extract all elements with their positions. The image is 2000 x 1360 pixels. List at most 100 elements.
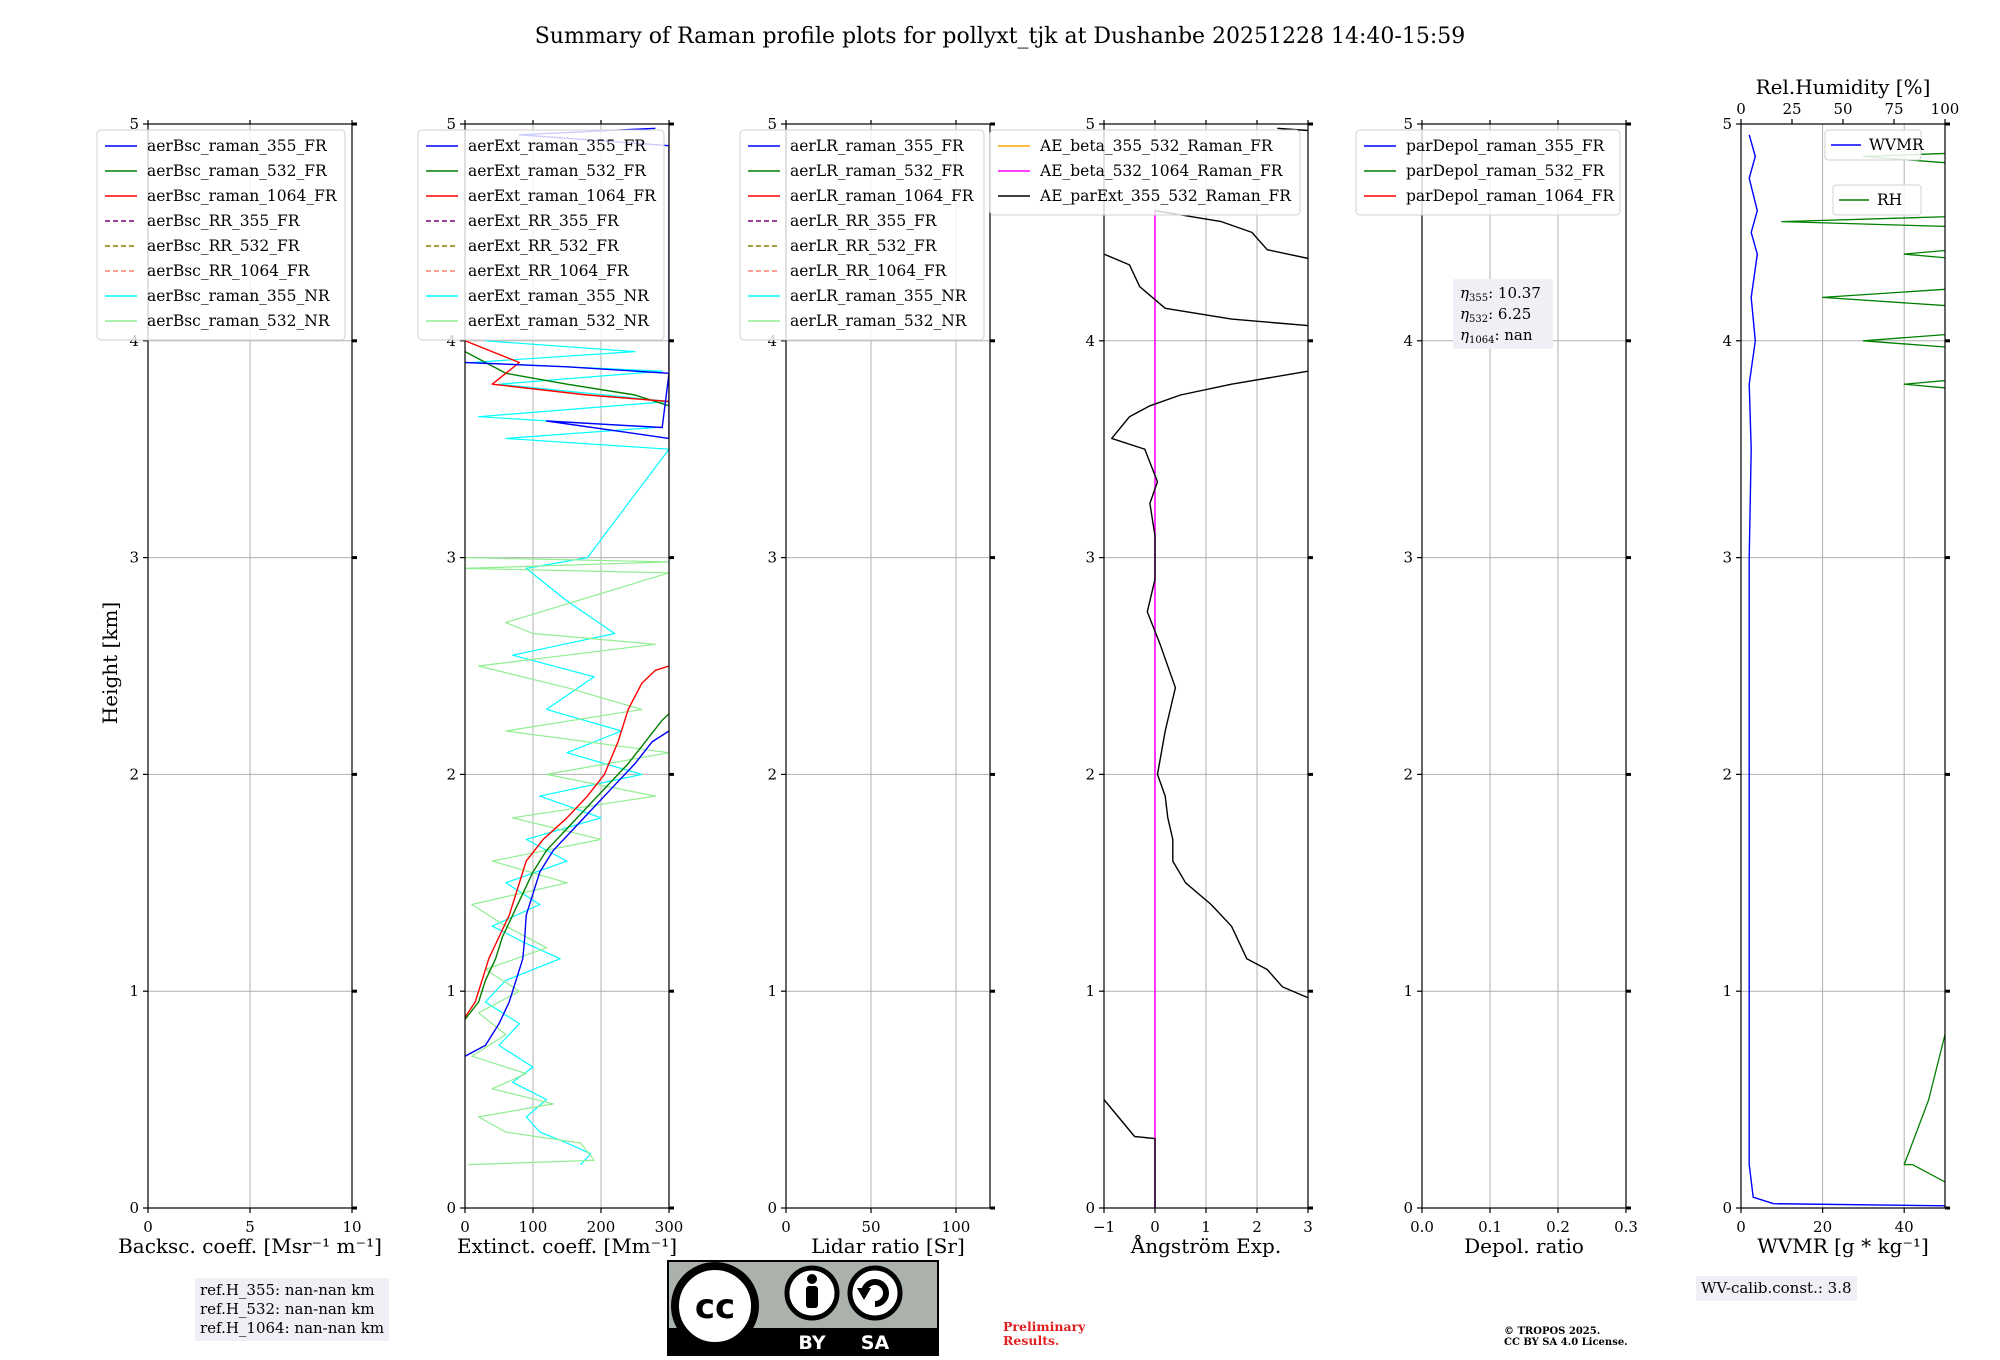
legend-label-2: aerBsc_raman_1064_FR: [147, 187, 338, 205]
y-tick-label-2: 2: [129, 765, 139, 783]
y-tick-label-0: 0: [1085, 1199, 1095, 1217]
x-tick-label-0: 0: [460, 1218, 470, 1236]
ref-height-532: ref.H_532: nan-nan km: [200, 1300, 375, 1318]
x-tick-label-2: 1: [1201, 1218, 1211, 1236]
series-group: [465, 127, 669, 1166]
series-ae-parext-355-532-raman-fr-top2: [1154, 210, 1308, 260]
top-x-tick-label-1: 25: [1782, 100, 1801, 118]
preliminary-note: Preliminary Results.: [1003, 1320, 1085, 1348]
y-tick-label-1: 1: [446, 982, 456, 1000]
x-tick-label-3: 2: [1252, 1218, 1262, 1236]
top-x-tick-label-0: 0: [1736, 100, 1746, 118]
series-ae-parext-355-532-raman-fr: [1104, 1099, 1156, 1208]
ref-heights-box: ref.H_355: nan-nan km ref.H_532: nan-nan…: [195, 1278, 390, 1341]
legend-label-1: AE_beta_532_1064_Raman_FR: [1039, 162, 1284, 180]
legend-label-0: aerBsc_raman_355_FR: [147, 137, 328, 155]
eta-symbol: η: [1460, 284, 1469, 302]
x-axis-label: WVMR [g * kg⁻¹]: [1757, 1234, 1929, 1258]
legend-box-0: [1824, 129, 1922, 161]
y-tick-label-5: 5: [129, 115, 139, 133]
by-icon-body: [806, 1286, 818, 1308]
x-axis-label: Backsc. coeff. [Msr⁻¹ m⁻¹]: [118, 1234, 382, 1258]
legend-label-6: aerBsc_raman_355_NR: [147, 287, 331, 305]
x-axis-label: Ångström Exp.: [1130, 1233, 1281, 1258]
sa-icon: [847, 1265, 903, 1321]
eta-symbol: η: [1460, 326, 1469, 344]
legend-label-5: aerBsc_RR_1064_FR: [147, 262, 311, 280]
x-tick-label-1: 100: [519, 1218, 548, 1236]
y-tick-label-4: 4: [1403, 332, 1413, 350]
series-wvmr: [1748, 134, 1945, 1207]
y-tick-label-5: 5: [767, 115, 777, 133]
series-aerext-raman-1064-fr-upper: [465, 340, 669, 403]
figure-title: Summary of Raman profile plots for polly…: [535, 24, 1466, 49]
eta-subscript: 532: [1469, 314, 1488, 325]
preliminary-line-1: Preliminary: [1003, 1319, 1086, 1334]
legend-label-2: parDepol_raman_1064_FR: [1406, 187, 1615, 205]
y-tick-label-4: 4: [1085, 332, 1095, 350]
series-ae-parext-355-532-raman-fr-mid: [1110, 370, 1308, 999]
eta-line-2: η1064: nan: [1460, 326, 1533, 346]
y-tick-label-1: 1: [1403, 982, 1413, 1000]
legend-label-1: aerBsc_raman_532_FR: [147, 162, 328, 180]
x-tick-label-3: 0.3: [1614, 1218, 1638, 1236]
top-x-tick-label-3: 75: [1884, 100, 1903, 118]
ref-height-1064: ref.H_1064: nan-nan km: [200, 1319, 385, 1337]
y-tick-label-1: 1: [129, 982, 139, 1000]
x-tick-label-0: 0.0: [1410, 1218, 1434, 1236]
y-tick-label-0: 0: [446, 1199, 456, 1217]
legend-label-6: aerExt_raman_355_NR: [468, 287, 650, 305]
legend-label-2: AE_parExt_355_532_Raman_FR: [1039, 187, 1292, 205]
axes-frame: [464, 123, 670, 1209]
legend-label-5: aerLR_RR_1064_FR: [790, 262, 948, 280]
copyright-note: © TROPOS 2025. CC BY SA 4.0 License.: [1504, 1326, 1628, 1348]
y-tick-label-5: 5: [1722, 115, 1732, 133]
x-tick-label-1: 5: [245, 1218, 255, 1236]
axes-frame: [1740, 123, 1946, 1209]
y-tick-label-1: 1: [1722, 982, 1732, 1000]
x-tick-label-2: 100: [942, 1218, 971, 1236]
legend-label-1: aerLR_raman_532_FR: [790, 162, 965, 180]
series-group: [1748, 134, 1945, 1207]
series-aerext-raman-532-fr: [465, 713, 669, 1020]
legend-label-0: WVMR: [1869, 136, 1925, 154]
y-tick-label-4: 4: [446, 332, 456, 350]
x-tick-label-4: 3: [1303, 1218, 1313, 1236]
series-aerext-raman-355-fr: [465, 730, 669, 1057]
x-tick-label-2: 0.2: [1546, 1218, 1570, 1236]
y-tick-label-5: 5: [1403, 115, 1413, 133]
panel-depol: 0 1 2 3 4 5 0.0 0.1 0.2 0.3 Depol. ratio parDepol_r…: [1355, 115, 1638, 1258]
top-x-tick-label-2: 50: [1833, 100, 1852, 118]
x-tick-label-0: 0: [1736, 1218, 1746, 1236]
x-tick-label-1: 0.1: [1478, 1218, 1502, 1236]
copyright-line-2: CC BY SA 4.0 License.: [1504, 1337, 1628, 1348]
sa-icon-arrow: [861, 1279, 889, 1307]
wv-calib-text: WV-calib.const.: 3.8: [1701, 1279, 1852, 1297]
y-tick-label-1: 1: [767, 982, 777, 1000]
legend-box: [989, 129, 1301, 216]
eta-value: : nan: [1494, 326, 1532, 344]
series-ae-parext-355-532-raman-fr-top: [1104, 253, 1308, 327]
eta-line-1: η532: 6.25: [1460, 305, 1531, 325]
eta-subscript: 1064: [1469, 335, 1494, 346]
legend-label-7: aerBsc_raman_532_NR: [147, 312, 331, 330]
copyright-line-1: © TROPOS 2025.: [1504, 1326, 1601, 1337]
legend-label-1: aerExt_raman_532_FR: [468, 162, 647, 180]
y-tick-label-4: 4: [1722, 332, 1732, 350]
legend-label-0: AE_beta_355_532_Raman_FR: [1039, 137, 1274, 155]
legend-box: [96, 129, 346, 341]
x-tick-label-1: 0: [1150, 1218, 1160, 1236]
axes-frame: [1421, 123, 1627, 1209]
x-axis-label: Extinct. coeff. [Mm⁻¹]: [457, 1234, 677, 1258]
y-tick-label-4: 4: [767, 332, 777, 350]
y-tick-label-0: 0: [767, 1199, 777, 1217]
y-tick-label-3: 3: [129, 549, 139, 567]
y-tick-label-2: 2: [1722, 765, 1732, 783]
series-group: [1104, 127, 1308, 1208]
y-tick-label-3: 3: [767, 549, 777, 567]
legend-label-3: aerLR_RR_355_FR: [790, 212, 938, 230]
sa-icon-arrowhead: [857, 1288, 871, 1300]
legend-label-4: aerLR_RR_532_FR: [790, 237, 938, 255]
axes-frame: [785, 123, 991, 1209]
